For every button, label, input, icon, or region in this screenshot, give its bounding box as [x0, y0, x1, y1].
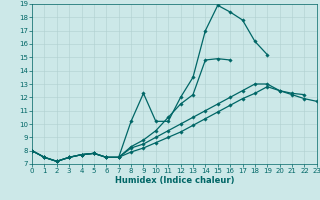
X-axis label: Humidex (Indice chaleur): Humidex (Indice chaleur)	[115, 176, 234, 185]
